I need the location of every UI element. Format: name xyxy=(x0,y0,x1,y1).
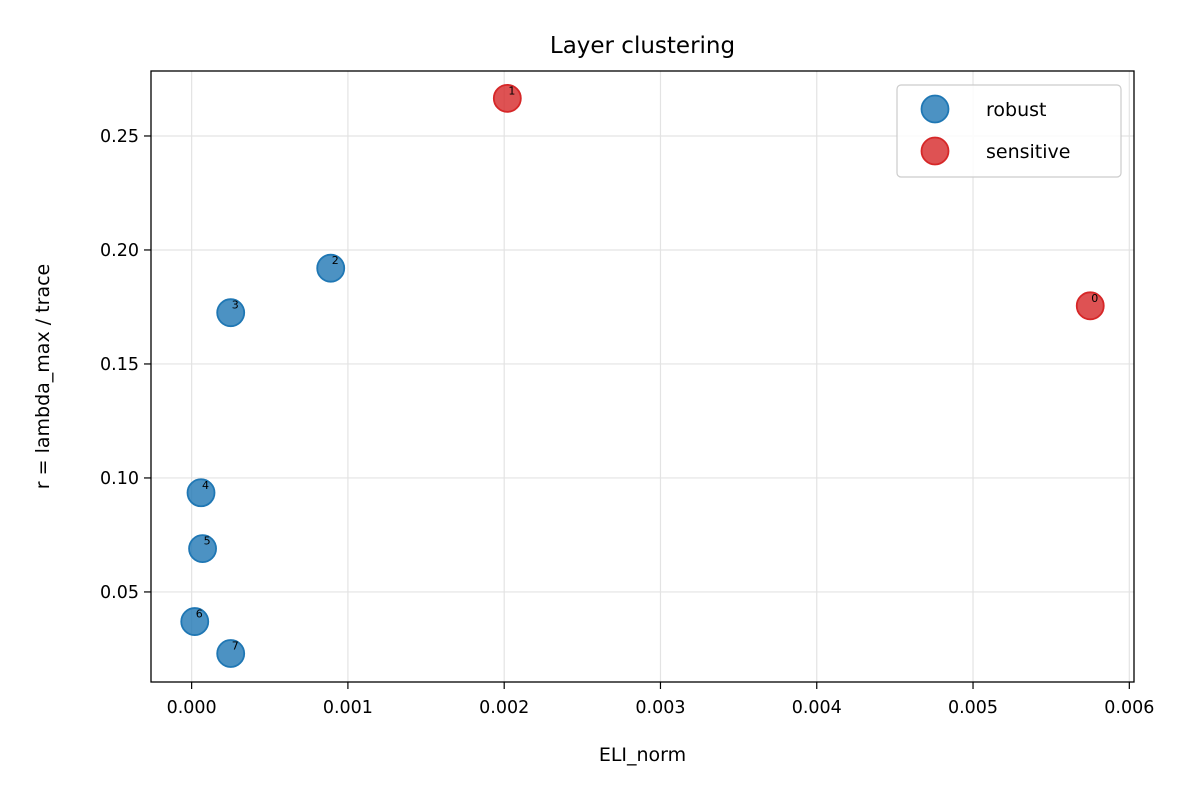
y-axis-label: r = lambda_max / trace xyxy=(32,264,54,489)
legend-label-sensitive: sensitive xyxy=(986,141,1070,163)
point-robust-layer-2 xyxy=(316,253,346,283)
legend-marker-sensitive xyxy=(920,136,950,166)
x-tick-label: 0.000 xyxy=(167,698,217,718)
x-tick-label: 0.003 xyxy=(635,698,685,718)
y-tick-label: 0.20 xyxy=(100,241,139,261)
legend-box xyxy=(896,84,1122,178)
point-label: 7 xyxy=(232,640,239,653)
y-tick-label: 0.15 xyxy=(100,355,139,375)
axis-ticks: 0.000 0.001 0.002 0.003 0.004 0.005 0.006 0.05 0… xyxy=(100,127,1154,718)
point-label: 5 xyxy=(204,535,211,548)
point-robust-layer-6 xyxy=(180,607,210,636)
x-tick-label: 0.005 xyxy=(948,698,998,718)
plot-frame xyxy=(150,70,1135,683)
x-tick-label: 0.001 xyxy=(323,698,373,718)
data-points: 2 3 4 5 6 7 1 0 xyxy=(180,83,1105,668)
point-label: 6 xyxy=(196,608,203,621)
x-axis-label: ELI_norm xyxy=(599,744,686,766)
point-label: 4 xyxy=(202,479,209,492)
point-label: 1 xyxy=(508,84,515,97)
grid xyxy=(151,71,1134,682)
chart-title: Layer clustering xyxy=(550,33,735,59)
point-robust-layer-4 xyxy=(186,478,216,508)
y-tick-label: 0.10 xyxy=(100,469,139,489)
x-tick-label: 0.006 xyxy=(1104,698,1154,718)
point-robust-layer-3 xyxy=(216,298,246,328)
point-label: 0 xyxy=(1091,292,1098,305)
point-robust-layer-5 xyxy=(188,534,217,564)
point-label: 3 xyxy=(232,299,239,312)
point-label: 2 xyxy=(332,254,339,267)
x-tick-label: 0.002 xyxy=(479,698,529,718)
legend: robust sensitive xyxy=(896,84,1122,178)
y-tick-label: 0.25 xyxy=(100,127,139,147)
point-sensitive-layer-1 xyxy=(492,83,522,113)
y-tick-label: 0.05 xyxy=(100,583,139,603)
legend-label-robust: robust xyxy=(986,99,1046,121)
x-tick-label: 0.004 xyxy=(792,698,842,718)
point-sensitive-layer-0 xyxy=(1075,291,1105,321)
legend-marker-robust xyxy=(920,94,950,124)
point-robust-layer-7 xyxy=(216,639,246,668)
